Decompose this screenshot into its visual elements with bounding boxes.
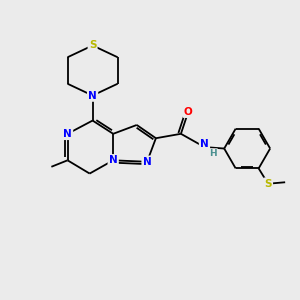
Text: O: O (184, 107, 193, 117)
Text: H: H (209, 149, 217, 158)
Text: N: N (143, 157, 152, 167)
Text: N: N (63, 129, 72, 139)
Text: N: N (88, 91, 97, 100)
Text: N: N (200, 139, 209, 149)
Text: N: N (109, 155, 118, 165)
Text: S: S (89, 40, 96, 50)
Text: S: S (264, 179, 272, 189)
